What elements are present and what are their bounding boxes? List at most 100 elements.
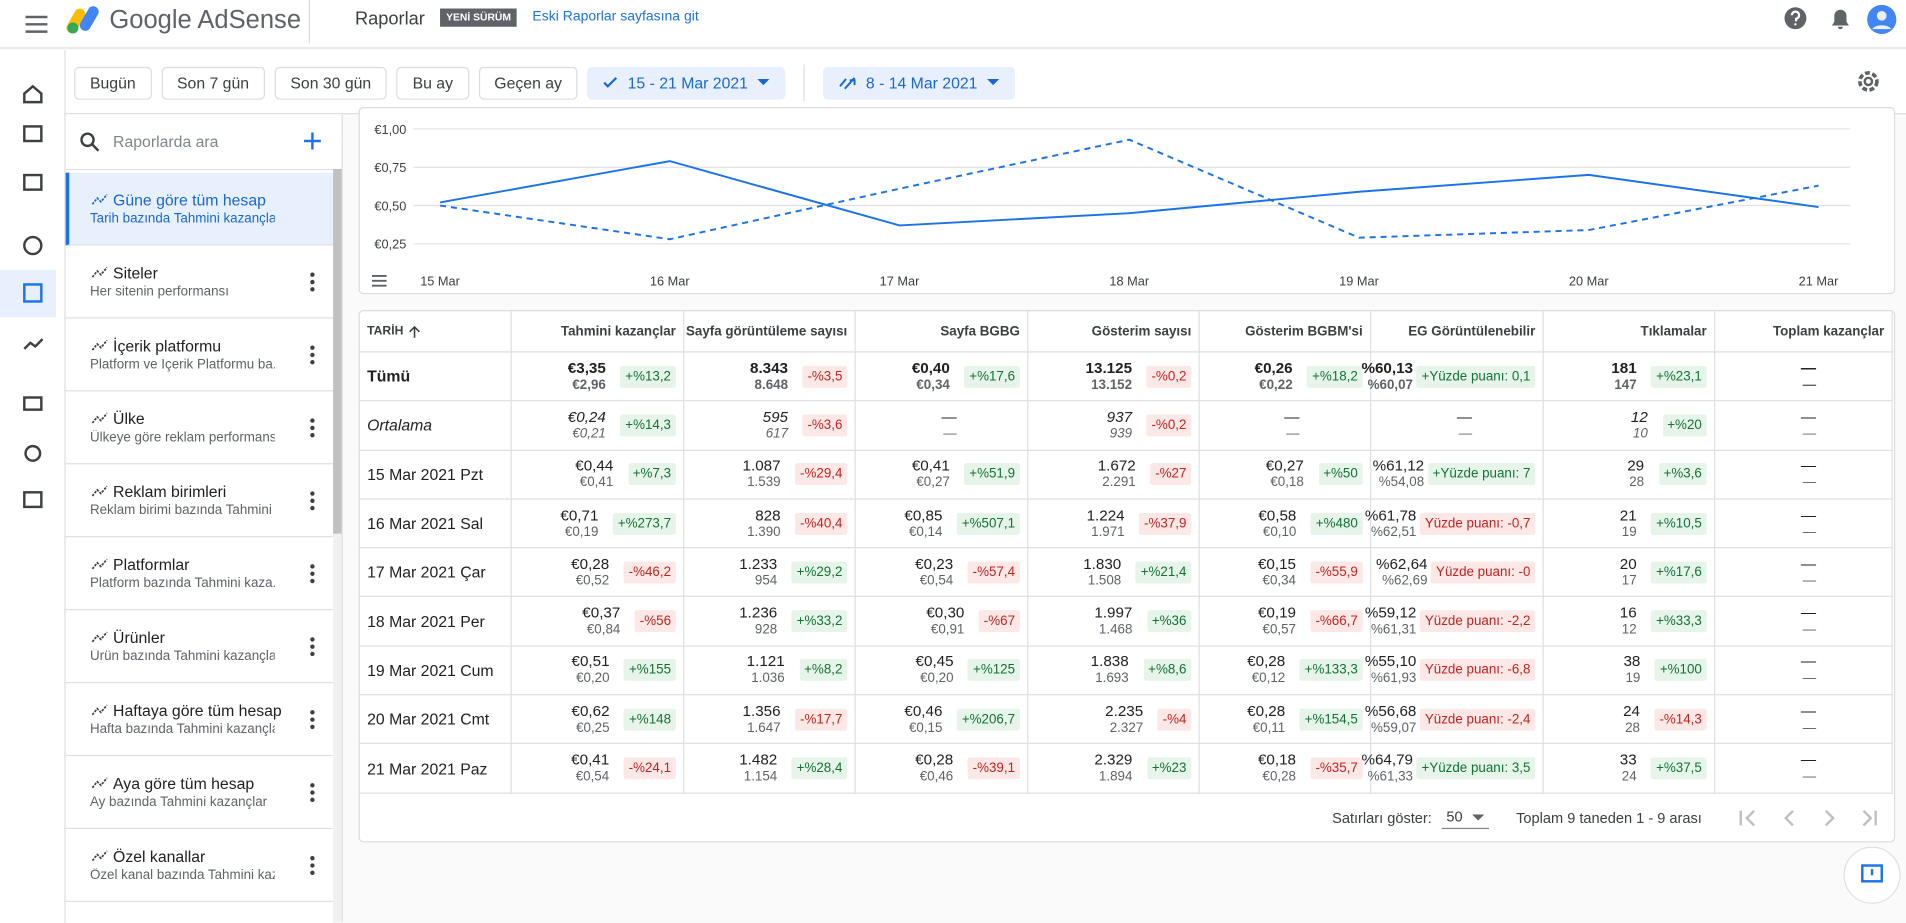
settings-gear[interactable] — [1855, 68, 1882, 95]
report-item[interactable]: Güne göre tüm hesap Tarih bazında Tahmini… — [65, 172, 334, 246]
add-icon[interactable] — [303, 132, 321, 150]
x-tick-label: 16 Mar — [650, 274, 690, 289]
report-icon-line — [91, 631, 108, 643]
old-reports-link[interactable]: Eski Raporlar sayfasına git — [532, 9, 699, 25]
sites-icon[interactable] — [23, 125, 43, 143]
report-item[interactable]: Reklam birimleri Reklam birimi bazında Ta… — [65, 464, 334, 538]
report-subtitle: Ürün bazında Tahmini kazançlar — [89, 649, 275, 664]
block-icon[interactable] — [23, 235, 43, 256]
change-badge: Yüzde puanı: -6,8 — [1420, 659, 1536, 682]
change-badge: +Yüzde puanı: 0,1 — [1416, 365, 1536, 388]
current-value: 33 — [1619, 751, 1637, 769]
last-page[interactable] — [1862, 809, 1877, 826]
row-label: 16 Mar 2021 Sal — [359, 499, 512, 549]
column-header[interactable]: EG Görüntülenebilir — [1371, 311, 1544, 353]
more-icon — [310, 418, 315, 438]
report-list: Güne göre tüm hesap Tarih bazında Tahmini… — [65, 172, 334, 902]
report-icon-line — [91, 193, 108, 205]
rail-icons — [23, 84, 44, 509]
change-badge: +%23 — [1146, 757, 1192, 780]
report-item[interactable]: Haftaya göre tüm hesap Hafta bazında Tahm… — [65, 683, 334, 757]
chart-menu-icon[interactable] — [371, 275, 387, 287]
ads-icon[interactable] — [23, 173, 43, 191]
column-header[interactable]: Sayfa görüntüleme sayısı — [684, 311, 856, 353]
metric-values: %60,13 %60,07 — [1361, 359, 1413, 393]
previous-value: 13.152 — [1091, 377, 1133, 393]
column-header[interactable]: TARİH — [359, 311, 512, 353]
more-dot — [310, 863, 315, 868]
bell-icon[interactable] — [1831, 9, 1849, 30]
metric-values: — — — [1801, 408, 1816, 442]
metric-cell: 1.233 954 +%29,2 — [684, 548, 856, 598]
y-tick-label: €1,00 — [374, 122, 406, 137]
column-header[interactable]: Gösterim BGBM'si — [1199, 311, 1372, 353]
report-item[interactable]: Siteler Her sitenin performansı — [65, 246, 334, 319]
change-badge: Yüzde puanı: -0,7 — [1420, 512, 1536, 535]
previous-value: 147 — [1614, 377, 1637, 393]
scroll-thumb[interactable] — [333, 168, 342, 534]
metric-cell: 1.087 1.539 -%29,4 — [684, 450, 856, 500]
previous-value: 10 — [1632, 426, 1648, 442]
next-page[interactable] — [1824, 809, 1835, 826]
menu-icon[interactable] — [22, 10, 51, 39]
metric-values: €0,51 €0,20 — [572, 653, 610, 687]
home-icon[interactable] — [23, 84, 43, 104]
compare-range[interactable]: 8 - 14 Mar 2021 — [823, 66, 1016, 100]
metric-values: 2.329 1.894 — [1094, 751, 1132, 785]
rows-select[interactable]: 50 — [1441, 806, 1490, 830]
date-range[interactable]: 15 - 21 Mar 2021 — [587, 66, 786, 100]
previous-value: 1.894 — [1098, 769, 1133, 785]
current-value: 13.125 — [1085, 359, 1133, 377]
report-subtitle: Ülkeye göre reklam performansı — [89, 430, 275, 445]
preset-button[interactable]: Son 7 gün — [161, 66, 265, 100]
change-badge: -%67 — [978, 610, 1020, 633]
feedback-icon[interactable] — [23, 491, 43, 509]
report-item[interactable]: Platformlar Platform bazında Tahmini kaza… — [65, 537, 334, 611]
preset-button[interactable]: Son 30 gün — [274, 66, 388, 100]
report-item[interactable]: İçerik platformu Platform ve İçerik Platf… — [65, 318, 334, 392]
previous-value: %61,33 — [1367, 769, 1414, 785]
report-item[interactable]: Özel kanallar Özel kanal bazında Tahmini … — [65, 829, 334, 902]
search-placeholder[interactable]: Raporlarda ara — [113, 132, 219, 151]
preset-button[interactable]: Geçen ay — [478, 66, 578, 100]
current-value: €0,28 — [915, 751, 954, 769]
prev-page[interactable] — [1783, 809, 1794, 826]
change-badge: +%21,4 — [1135, 561, 1192, 584]
optimize-icon[interactable] — [23, 338, 44, 350]
column-header[interactable]: Gösterim sayısı — [1028, 311, 1200, 353]
report-item[interactable]: Aya göre tüm hesap Ay bazında Tahmini kaz… — [65, 756, 334, 830]
change-badge: -%17,7 — [795, 708, 848, 731]
more-icon — [310, 345, 315, 365]
column-header[interactable]: Toplam kazançlar — [1715, 311, 1893, 353]
metric-cell: — — — [1715, 401, 1893, 451]
current-value: 21 — [1619, 506, 1637, 524]
icon-part — [603, 77, 618, 88]
more-dot — [310, 564, 315, 569]
x-tick-label: 18 Mar — [1109, 274, 1149, 289]
metric-cell: 181 147 +%23,1 — [1543, 352, 1716, 402]
current-value: €0,18 — [1257, 751, 1297, 769]
current-value: 1.236 — [739, 604, 778, 622]
column-header[interactable]: Tahmini kazançlar — [511, 311, 685, 353]
feedback-fab[interactable] — [1840, 844, 1903, 907]
metric-cell: €0,18 €0,28 -%35,7 — [1199, 744, 1372, 794]
report-item[interactable]: Ürünler Ürün bazında Tahmini kazançlar — [65, 610, 334, 684]
column-header[interactable]: Tıklamalar — [1543, 311, 1716, 353]
metric-cell: 29 28 +%3,6 — [1543, 450, 1716, 500]
metric-cell: %55,10 %61,93 Yüzde puanı: -6,8 — [1365, 646, 1544, 696]
previous-value: €0,34 — [916, 377, 950, 393]
column-header[interactable]: Sayfa BGBG — [855, 311, 1029, 353]
x-tick-label: 20 Mar — [1569, 274, 1609, 289]
payments-icon[interactable] — [23, 396, 43, 411]
report-icon-line — [91, 339, 108, 351]
report-item[interactable]: Ülke Ülkeye göre reklam performansı — [65, 391, 334, 465]
preset-button[interactable]: Bu ay — [396, 66, 469, 100]
metric-cell: €0,15 €0,34 -%55,9 — [1199, 548, 1372, 598]
change-badge: +%33,3 — [1651, 610, 1707, 633]
reports-icon[interactable] — [23, 283, 43, 303]
settings-icon[interactable] — [24, 444, 42, 462]
first-page[interactable] — [1739, 809, 1755, 826]
preset-button[interactable]: Bugün — [74, 66, 152, 100]
change-badge: +%148 — [624, 708, 676, 731]
metric-values: — — — [1284, 408, 1299, 442]
